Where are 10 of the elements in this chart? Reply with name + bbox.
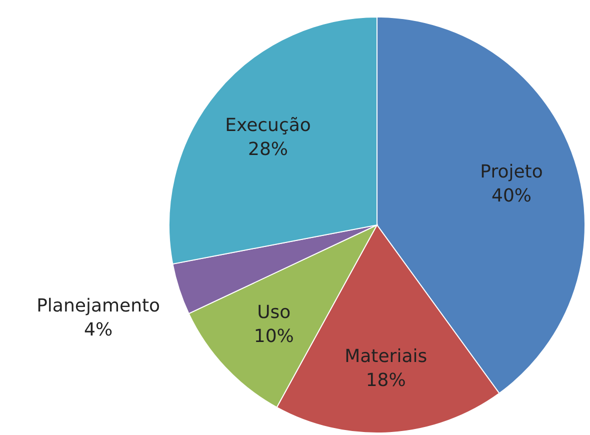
- data-label: 4%: [84, 320, 113, 341]
- data-label: 18%: [366, 370, 406, 392]
- data-label: 10%: [254, 326, 294, 347]
- slice-label: Planejamento: [36, 296, 160, 317]
- data-label: 28%: [248, 138, 288, 160]
- slice-label: Uso: [257, 302, 291, 323]
- slice-label: Projeto: [480, 161, 543, 182]
- slice-label: Materiais: [344, 346, 428, 368]
- data-label: 40%: [492, 185, 532, 206]
- slice-label: Execução: [225, 114, 311, 136]
